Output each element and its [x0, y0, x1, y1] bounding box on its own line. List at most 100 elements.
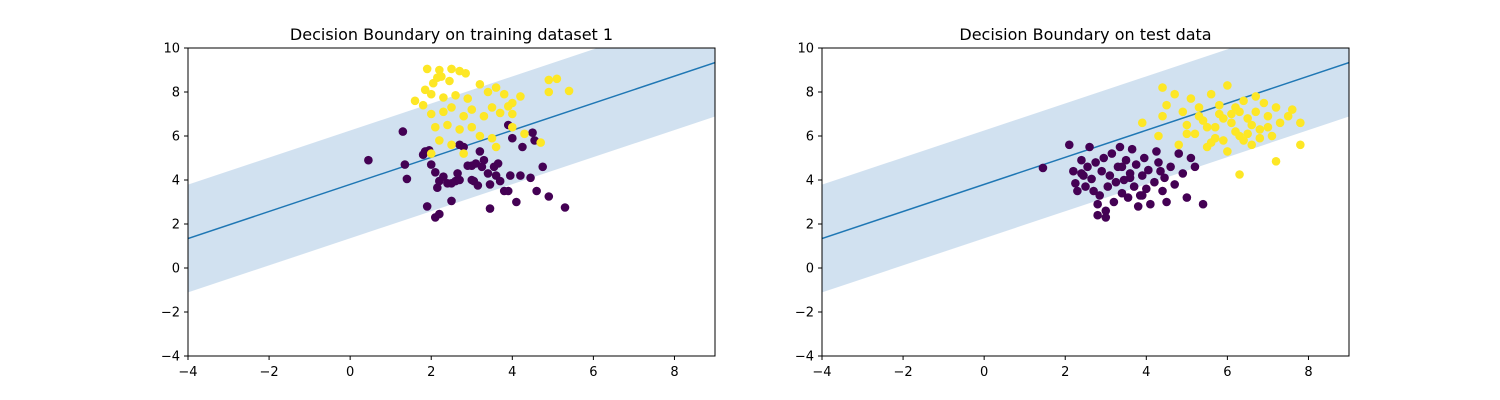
data-point-class-0	[459, 142, 468, 152]
data-point-class-1	[1259, 98, 1269, 108]
data-point-class-1	[422, 64, 432, 74]
data-point-class-1	[1296, 140, 1305, 150]
data-point-class-1	[455, 125, 464, 134]
data-point-class-1	[487, 133, 497, 143]
chart-title: Decision Boundary on training dataset 1	[290, 25, 613, 44]
data-point-class-1	[430, 122, 440, 132]
data-point-class-1	[1247, 120, 1257, 130]
data-point-class-1	[1178, 107, 1188, 117]
data-point-class-0	[433, 183, 442, 192]
data-point-class-1	[426, 149, 436, 158]
data-point-class-1	[1190, 129, 1200, 139]
data-point-class-1	[491, 142, 501, 152]
data-point-class-0	[479, 155, 489, 165]
data-point-class-1	[1182, 120, 1192, 130]
data-point-class-1	[1194, 103, 1204, 112]
data-point-class-1	[447, 140, 456, 150]
data-point-class-1	[418, 100, 428, 110]
data-point-class-0	[447, 196, 456, 206]
data-point-class-0	[426, 160, 436, 169]
data-point-class-0	[1152, 147, 1161, 156]
y-tick-label: −2	[161, 306, 180, 321]
y-tick-label: 4	[172, 174, 180, 189]
data-point-class-0	[560, 203, 570, 212]
y-tick-label: 6	[806, 130, 814, 145]
data-point-class-0	[1137, 171, 1147, 180]
data-point-class-1	[1182, 129, 1192, 139]
data-point-class-1	[447, 64, 456, 74]
x-tick-label: 8	[1304, 365, 1312, 380]
chart-panel-1: Decision Boundary on training dataset 1 …	[161, 25, 716, 380]
data-point-class-1	[1243, 114, 1252, 123]
data-point-class-1	[544, 75, 554, 85]
data-point-class-1	[1219, 136, 1228, 145]
data-point-class-1	[491, 83, 501, 92]
plot-clip-group	[188, 48, 715, 293]
data-point-class-0	[512, 197, 521, 207]
data-point-class-0	[528, 128, 537, 137]
data-point-class-0	[1162, 197, 1171, 207]
data-point-class-1	[1283, 111, 1293, 121]
data-point-class-0	[1115, 142, 1125, 152]
data-point-class-1	[426, 89, 436, 99]
data-point-class-0	[1166, 162, 1175, 172]
data-point-class-1	[1223, 81, 1232, 90]
data-point-class-0	[1182, 193, 1192, 202]
y-tick-label: 4	[806, 174, 814, 189]
data-point-class-1	[520, 129, 529, 139]
data-point-class-0	[1156, 166, 1165, 176]
data-point-class-1	[1296, 118, 1305, 128]
data-point-class-0	[398, 127, 408, 136]
data-point-class-1	[1235, 107, 1244, 117]
data-point-class-0	[1081, 182, 1090, 191]
data-point-class-0	[1137, 191, 1147, 200]
data-point-class-1	[1263, 111, 1273, 121]
data-point-class-1	[483, 87, 493, 97]
y-tick-label: 6	[172, 130, 180, 145]
data-point-class-1	[435, 136, 444, 145]
data-point-class-1	[428, 78, 438, 88]
data-point-class-0	[532, 186, 541, 196]
data-point-class-1	[1239, 96, 1248, 106]
y-tick-label: 10	[797, 42, 814, 57]
data-point-class-0	[1038, 163, 1048, 173]
data-point-class-1	[1219, 114, 1228, 123]
x-tick-label: 2	[427, 365, 435, 380]
data-point-class-0	[1170, 180, 1179, 189]
data-point-class-0	[1158, 186, 1167, 196]
data-point-class-0	[518, 142, 527, 152]
data-point-class-0	[1186, 153, 1196, 163]
data-point-class-1	[564, 86, 574, 96]
data-point-class-1	[499, 89, 509, 99]
data-point-class-1	[447, 103, 456, 112]
data-point-class-1	[1267, 131, 1277, 141]
data-point-class-0	[1125, 173, 1135, 183]
x-tick-label: 6	[589, 365, 597, 380]
y-tick-label: 0	[806, 262, 814, 277]
data-point-class-1	[1210, 122, 1220, 132]
x-tick-label: 0	[980, 365, 988, 380]
data-point-class-1	[467, 105, 477, 114]
decision-boundary-line	[822, 61, 1349, 240]
data-point-class-1	[536, 138, 545, 147]
x-tick-label: 4	[508, 365, 516, 380]
data-point-class-0	[1146, 199, 1155, 209]
data-point-class-0	[1117, 162, 1127, 172]
data-point-class-0	[538, 162, 548, 172]
data-point-class-0	[1095, 191, 1104, 200]
data-point-class-0	[544, 192, 554, 201]
data-point-class-0	[475, 147, 485, 156]
x-tick-label: −4	[178, 365, 197, 380]
data-point-class-1	[1287, 105, 1297, 114]
data-point-class-0	[1087, 174, 1096, 184]
data-point-class-1	[508, 122, 517, 132]
data-point-class-1	[544, 87, 554, 97]
margin-band	[188, 48, 715, 293]
data-point-class-0	[1144, 165, 1153, 175]
data-point-class-0	[453, 169, 462, 178]
data-point-class-0	[516, 171, 525, 180]
data-point-class-0	[1101, 206, 1111, 216]
data-point-class-1	[435, 65, 444, 75]
data-point-class-0	[1142, 184, 1151, 194]
data-point-class-0	[503, 186, 513, 196]
